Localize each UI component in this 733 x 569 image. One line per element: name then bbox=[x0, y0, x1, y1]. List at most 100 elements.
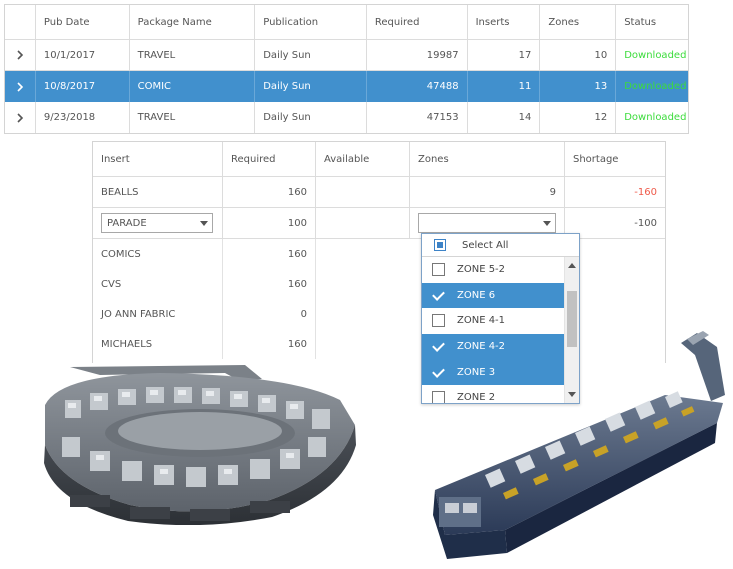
zone-option-checked[interactable]: ZONE 3 bbox=[422, 359, 564, 385]
table-row[interactable]: 9/23/2018 TRAVEL Daily Sun 47153 14 12 D… bbox=[5, 102, 688, 133]
cell-available bbox=[316, 239, 410, 269]
zone-checkbox[interactable] bbox=[432, 263, 445, 277]
column-header-pub-date[interactable]: Pub Date bbox=[36, 5, 130, 39]
cell-required: 160 bbox=[223, 239, 316, 269]
cell-required: 160 bbox=[223, 329, 316, 359]
table-row[interactable]: MICHAELS 160 bbox=[93, 329, 665, 359]
zone-option-checked[interactable]: ZONE 6 bbox=[422, 282, 564, 309]
table-row[interactable]: CVS 160 bbox=[93, 269, 665, 299]
cell-status: Downloaded bbox=[624, 49, 687, 61]
zone-option[interactable]: ZONE 4-1 bbox=[422, 308, 564, 334]
table-row-editing[interactable]: PARADE 100 -100 bbox=[93, 208, 665, 239]
cell-zones: 9 bbox=[410, 177, 565, 207]
inserts-grid: Insert Required Available Zones Shortage… bbox=[92, 141, 666, 363]
insert-select-value: PARADE bbox=[107, 217, 147, 229]
chevron-right-icon bbox=[17, 50, 24, 60]
cell-available bbox=[316, 208, 410, 238]
cell-zones: 12 bbox=[540, 102, 617, 133]
cell-publication: Daily Sun bbox=[255, 102, 367, 133]
scroll-up-arrow-icon[interactable] bbox=[568, 263, 576, 268]
cell-insert: COMICS bbox=[93, 239, 223, 269]
cell-required: 160 bbox=[223, 177, 316, 207]
cell-status: Downloaded bbox=[624, 81, 687, 92]
cell-pub-date: 10/8/2017 bbox=[36, 71, 130, 102]
scrollbar-thumb[interactable] bbox=[567, 291, 577, 347]
packages-grid: Pub Date Package Name Publication Requir… bbox=[4, 4, 689, 134]
cell-package-name: TRAVEL bbox=[130, 102, 256, 133]
cell-shortage: -100 bbox=[634, 217, 657, 229]
cell-pub-date: 9/23/2018 bbox=[36, 102, 130, 133]
zone-option-checked[interactable]: ZONE 4-2 bbox=[422, 333, 564, 360]
circular-inserter-machine-image bbox=[44, 365, 356, 525]
cell-status: Downloaded bbox=[624, 112, 687, 123]
table-row[interactable]: 10/1/2017 TRAVEL Daily Sun 19987 17 10 D… bbox=[5, 40, 688, 71]
scroll-down-arrow-icon[interactable] bbox=[568, 392, 576, 397]
zone-checkbox-checked[interactable] bbox=[432, 340, 445, 353]
table-row[interactable]: BEALLS 160 9 -160 bbox=[93, 177, 665, 208]
column-header-inserts[interactable]: Inserts bbox=[468, 5, 541, 39]
cell-insert: CVS bbox=[93, 269, 223, 299]
select-all-option[interactable]: Select All bbox=[422, 234, 579, 257]
column-header-shortage[interactable]: Shortage bbox=[573, 153, 619, 165]
cell-publication: Daily Sun bbox=[255, 71, 367, 102]
zone-checkbox-checked[interactable] bbox=[432, 366, 445, 379]
column-header-status[interactable]: Status bbox=[624, 16, 657, 28]
cell-package-name: TRAVEL bbox=[130, 40, 256, 70]
cell-zones: 13 bbox=[540, 71, 617, 102]
cell-insert: BEALLS bbox=[93, 177, 223, 207]
expand-row-button[interactable] bbox=[5, 102, 36, 133]
cell-required: 47153 bbox=[367, 102, 468, 133]
zone-option-label: ZONE 2 bbox=[457, 392, 496, 403]
cell-inserts: 17 bbox=[468, 40, 541, 70]
cell-required: 100 bbox=[223, 208, 316, 238]
select-all-checkbox[interactable] bbox=[434, 239, 446, 251]
cell-available bbox=[316, 177, 410, 207]
zone-option[interactable]: ZONE 2 bbox=[422, 385, 564, 403]
dropdown-scrollbar[interactable] bbox=[564, 257, 579, 403]
cell-available bbox=[316, 269, 410, 299]
cell-insert: JO ANN FABRIC bbox=[93, 299, 223, 329]
inserts-grid-header: Insert Required Available Zones Shortage bbox=[93, 142, 665, 177]
zones-select[interactable] bbox=[418, 213, 556, 233]
zone-option-label: ZONE 3 bbox=[457, 366, 496, 378]
zone-checkbox[interactable] bbox=[432, 391, 445, 403]
column-header-available[interactable]: Available bbox=[316, 142, 410, 176]
cell-package-name: COMIC bbox=[130, 71, 256, 102]
cell-insert: MICHAELS bbox=[93, 329, 223, 359]
column-header-insert[interactable]: Insert bbox=[93, 142, 223, 176]
insert-select[interactable]: PARADE bbox=[101, 213, 213, 233]
cell-zones bbox=[410, 208, 565, 238]
cell-pub-date: 10/1/2017 bbox=[36, 40, 130, 70]
column-header-required[interactable]: Required bbox=[367, 5, 468, 39]
zones-dropdown-list: Select All ZONE 5-2 ZONE 6 ZONE 4-1 ZONE… bbox=[421, 233, 580, 404]
cell-required: 0 bbox=[223, 299, 316, 329]
zone-checkbox[interactable] bbox=[432, 314, 445, 328]
cell-required: 19987 bbox=[367, 40, 468, 70]
table-row-selected[interactable]: 10/8/2017 COMIC Daily Sun 47488 11 13 Do… bbox=[5, 71, 688, 102]
column-header-package-name[interactable]: Package Name bbox=[130, 5, 256, 39]
table-row[interactable]: COMICS 160 bbox=[93, 239, 665, 269]
column-header-publication[interactable]: Publication bbox=[255, 5, 367, 39]
table-row[interactable]: JO ANN FABRIC 0 bbox=[93, 299, 665, 329]
zone-checkbox-checked[interactable] bbox=[432, 289, 445, 302]
expand-row-button[interactable] bbox=[5, 40, 36, 70]
cell-inserts: 11 bbox=[468, 71, 541, 102]
select-all-label: Select All bbox=[462, 239, 509, 251]
column-header-zones[interactable]: Zones bbox=[540, 5, 617, 39]
cell-zones: 10 bbox=[540, 40, 617, 70]
expand-row-button[interactable] bbox=[5, 71, 36, 102]
chevron-down-icon bbox=[543, 220, 551, 226]
column-header-required[interactable]: Required bbox=[223, 142, 316, 176]
zone-options: ZONE 5-2 ZONE 6 ZONE 4-1 ZONE 4-2 ZONE 3… bbox=[422, 257, 564, 403]
cell-required: 47488 bbox=[367, 71, 468, 102]
zone-option[interactable]: ZONE 5-2 bbox=[422, 257, 564, 283]
cell-insert: PARADE bbox=[93, 208, 223, 238]
packages-grid-header: Pub Date Package Name Publication Requir… bbox=[5, 5, 688, 40]
zone-option-label: ZONE 4-2 bbox=[457, 341, 506, 353]
column-header-zones[interactable]: Zones bbox=[410, 142, 565, 176]
cell-shortage: -160 bbox=[634, 186, 657, 198]
chevron-right-icon bbox=[17, 81, 24, 92]
cell-available bbox=[316, 299, 410, 329]
zone-option-label: ZONE 5-2 bbox=[457, 264, 506, 276]
inline-inserter-machine-image bbox=[433, 331, 725, 559]
